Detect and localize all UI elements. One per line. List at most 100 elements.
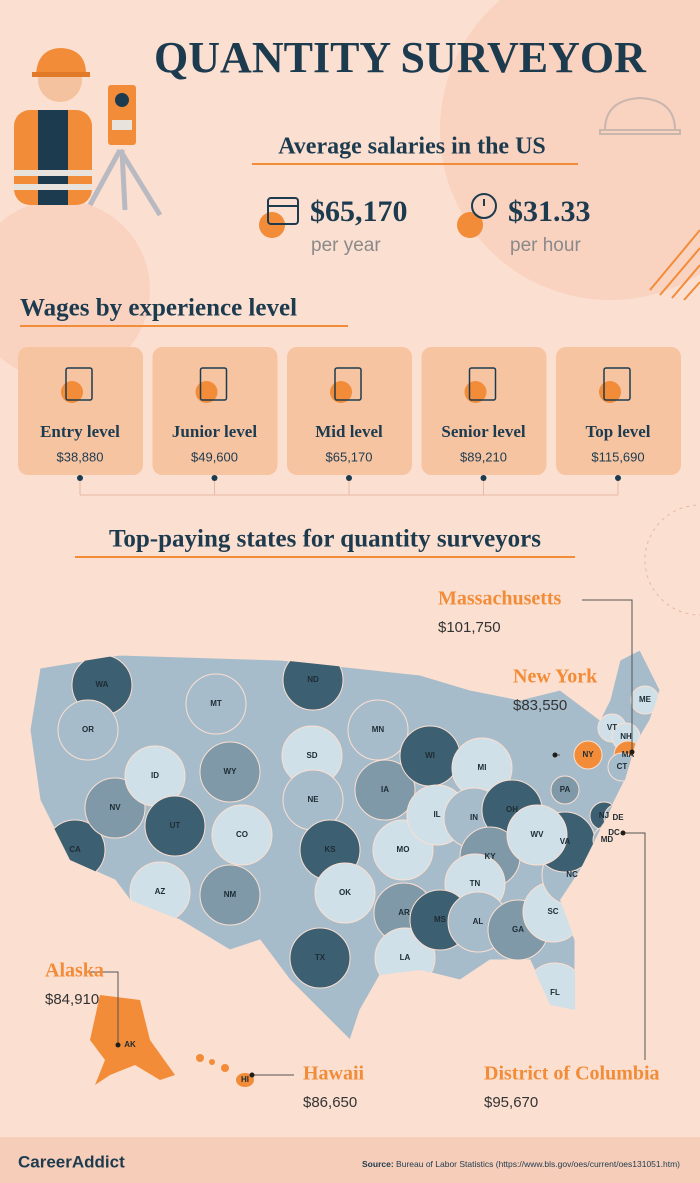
state-label: MD: [601, 835, 614, 844]
state-label: NJ: [599, 811, 609, 820]
state-label: VT: [607, 723, 617, 732]
state-label: VA: [560, 837, 571, 846]
level-wage: $49,600: [191, 449, 238, 464]
state-label: NH: [620, 732, 632, 741]
leader-dots: [115, 749, 635, 1078]
state-label: WY: [224, 767, 238, 776]
highlight-state: Hawaii: [303, 1063, 365, 1085]
state-shape: [550, 775, 580, 805]
leader-lines: [85, 599, 646, 1076]
state-label: CO: [236, 830, 248, 839]
state-shape: [506, 804, 568, 866]
state-label: SD: [306, 751, 317, 760]
level-label: Mid level: [315, 422, 383, 441]
state-label: DC: [608, 828, 620, 837]
state-label: LA: [400, 953, 411, 962]
state-label: MI: [478, 763, 487, 772]
worker-illustration: [14, 48, 163, 217]
state-label: NV: [109, 803, 121, 812]
highlight-state: New York: [513, 666, 598, 688]
decor-stripes: [649, 229, 700, 301]
state-label: SC: [547, 907, 558, 916]
state-shape: [57, 699, 119, 761]
state-shape: [211, 804, 273, 866]
level-label: Junior level: [172, 422, 257, 441]
card-icon: [334, 367, 362, 401]
state-label: ID: [151, 771, 159, 780]
state-label: KS: [324, 845, 336, 854]
state-label: WA: [96, 680, 109, 689]
level-wage: $65,170: [326, 449, 373, 464]
experience-cards: Entry level $38,880 Junior level $49,600 Mid…: [18, 347, 681, 496]
connector-dot: [480, 475, 487, 481]
state-label: NY: [582, 750, 594, 759]
source-label: Source:: [362, 1159, 394, 1169]
state-label: MO: [397, 845, 410, 854]
state-label: HI: [241, 1075, 249, 1084]
state-label: AZ: [155, 887, 166, 896]
state-label: CT: [617, 762, 628, 771]
yearly-salary: $65,170: [310, 195, 408, 228]
state-label: OK: [339, 888, 351, 897]
clock-icon: [457, 193, 497, 238]
title: QUANTITY SURVEYOR: [154, 33, 647, 82]
state-shape: [185, 673, 247, 735]
decor-circle: [440, 0, 700, 300]
state-shape: [289, 927, 351, 989]
card: [18, 347, 143, 475]
card-icon: [199, 367, 228, 401]
hawaii-shape: [196, 1054, 254, 1087]
connector-dot: [77, 475, 83, 481]
state-label: NC: [566, 870, 578, 879]
state-label: ND: [307, 675, 319, 684]
state-label: ME: [639, 695, 652, 704]
source: Source: Bureau of Labor Statistics (http…: [362, 1159, 680, 1169]
state-label: MT: [210, 699, 222, 708]
level-label: Senior level: [441, 422, 525, 441]
connector-dot: [615, 475, 621, 481]
card-icon: [65, 367, 93, 401]
level-label: Top level: [585, 422, 650, 441]
highlight-wage: $101,750: [438, 619, 501, 636]
connector-dot: [346, 475, 352, 481]
state-label: DE: [612, 813, 624, 822]
state-label: WV: [531, 830, 545, 839]
state-shape: [347, 699, 409, 761]
states-title: Top-paying states for quantity surveyors: [109, 526, 541, 553]
level-label: Entry level: [40, 422, 120, 441]
state-label: KY: [484, 852, 496, 861]
state-label: FL: [550, 988, 560, 997]
level-wage: $89,210: [460, 449, 507, 464]
brand: CareerAddict: [18, 1152, 125, 1171]
state-label: TN: [470, 879, 481, 888]
helmet-icon: [599, 96, 681, 135]
state-label: OH: [506, 805, 518, 814]
card-icon: [468, 367, 497, 401]
alaska-shape: [90, 995, 175, 1085]
state-shape: [199, 864, 261, 926]
state-shape: [573, 740, 603, 770]
card: [152, 347, 278, 475]
decor-circle: [0, 200, 150, 380]
state-label: MN: [372, 725, 385, 734]
highlight-state: District of Columbia: [484, 1063, 660, 1085]
level-wage: $115,690: [591, 449, 644, 464]
subtitle: Average salaries in the US: [278, 134, 546, 160]
connector-dot: [211, 475, 218, 481]
card: [421, 347, 547, 475]
experience-title: Wages by experience level: [20, 295, 297, 322]
card: [556, 347, 681, 475]
highlight-state: Alaska: [45, 960, 104, 982]
card: [287, 347, 412, 475]
state-label: PA: [560, 785, 571, 794]
state-label: TX: [315, 953, 326, 962]
yearly-unit: per year: [311, 235, 381, 256]
highlight-state: Massachusetts: [438, 588, 562, 610]
state-shapes: [44, 650, 660, 1024]
highlight-wage: $86,650: [303, 1094, 357, 1111]
state-label: WI: [425, 751, 435, 760]
state-label: IN: [470, 813, 478, 822]
calendar-icon: [259, 197, 299, 238]
